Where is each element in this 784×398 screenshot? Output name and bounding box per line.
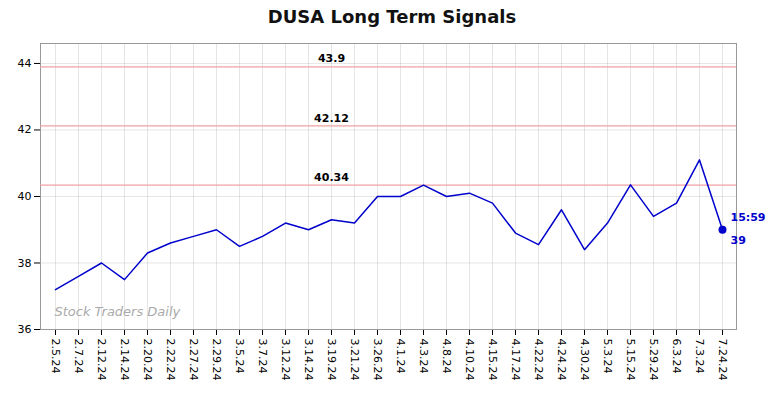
svg-text:4.8.24: 4.8.24 [440,339,453,374]
svg-text:4.10.24: 4.10.24 [463,339,476,381]
svg-text:5.15.24: 5.15.24 [624,339,637,381]
svg-text:2.20.24: 2.20.24 [141,339,154,381]
svg-text:40.34: 40.34 [314,171,349,184]
svg-text:42: 42 [18,123,32,136]
svg-text:43.9: 43.9 [318,52,345,65]
svg-text:2.12.24: 2.12.24 [95,339,108,381]
svg-text:5.3.24: 5.3.24 [601,339,614,374]
svg-text:2.14.24: 2.14.24 [118,339,131,381]
svg-text:2.5.24: 2.5.24 [49,339,62,374]
svg-text:40: 40 [18,190,32,203]
svg-text:2.22.24: 2.22.24 [164,339,177,381]
svg-text:2.27.24: 2.27.24 [187,339,200,381]
svg-text:42.12: 42.12 [314,111,349,124]
svg-text:2.7.24: 2.7.24 [72,339,85,374]
svg-text:3.12.24: 3.12.24 [279,339,292,381]
svg-text:39: 39 [731,234,746,247]
svg-text:38: 38 [18,257,32,270]
svg-text:4.17.24: 4.17.24 [509,339,522,381]
svg-text:3.5.24: 3.5.24 [233,339,246,374]
svg-text:7.24.24: 7.24.24 [716,339,729,381]
svg-text:3.26.24: 3.26.24 [371,339,384,381]
svg-text:4.24.24: 4.24.24 [555,339,568,381]
svg-text:36: 36 [18,323,32,336]
svg-text:3.21.24: 3.21.24 [348,339,361,381]
svg-text:5.29.24: 5.29.24 [647,339,660,381]
svg-text:2.29.24: 2.29.24 [210,339,223,381]
svg-text:15:59: 15:59 [731,211,766,224]
svg-text:4.3.24: 4.3.24 [417,339,430,374]
svg-text:4.22.24: 4.22.24 [532,339,545,381]
svg-text:4.30.24: 4.30.24 [578,339,591,381]
svg-text:4.1.24: 4.1.24 [394,339,407,374]
svg-text:3.7.24: 3.7.24 [256,339,269,374]
svg-text:44: 44 [18,57,32,70]
svg-text:3.14.24: 3.14.24 [302,339,315,381]
html-text:DUSA Long Term Signals: DUSA Long Term Signals [267,6,517,27]
svg-text:6.3.24: 6.3.24 [670,339,683,374]
svg-text:7.3.24: 7.3.24 [693,339,706,374]
svg-text:Stock Traders Daily: Stock Traders Daily [55,304,181,319]
svg-text:3.19.24: 3.19.24 [325,339,338,381]
svg-text:4.15.24: 4.15.24 [486,339,499,381]
